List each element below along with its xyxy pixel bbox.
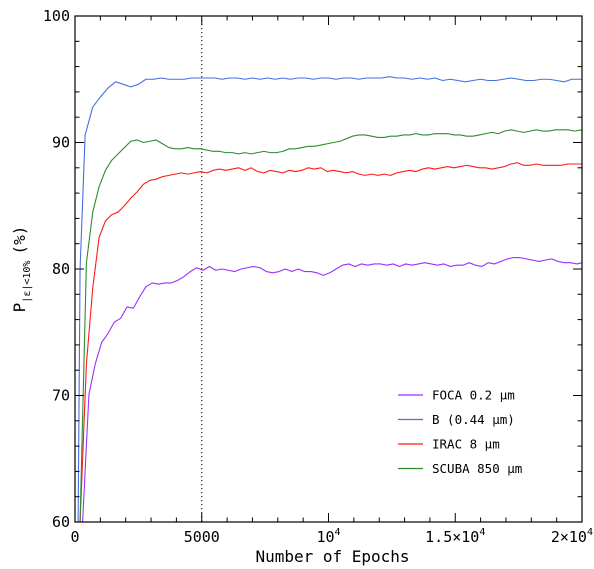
y-axis-title: P|ε|<10%(%) [10, 226, 33, 313]
x-tick-label: 5000 [184, 528, 220, 546]
series-line-start-2 [79, 521, 81, 522]
series-line-0 [82, 257, 582, 522]
axis-titles: Number of Epochs P|ε|<10%(%) [10, 226, 410, 566]
legend-label-3: SCUBA 850 μm [432, 461, 522, 476]
legend: FOCA 0.2 μm B (0.44 μm) IRAC 8 μm SCUBA 850… [398, 388, 522, 476]
x-tick-label: 0 [70, 528, 79, 546]
legend-label-0: FOCA 0.2 μm [432, 388, 515, 403]
tick-labels: 0 5000 104 1.5×104 2×104 60 70 80 90 100 [43, 7, 593, 546]
plot-border [74, 15, 583, 523]
y-tick-label: 60 [52, 513, 70, 531]
series-line-start-0 [82, 521, 83, 522]
x-tick-label: 1.5×104 [425, 527, 485, 546]
series-line-start-3 [79, 521, 81, 522]
series-lines [77, 76, 582, 522]
series-line-1 [79, 76, 582, 270]
series-line-3 [79, 129, 582, 522]
x-tick-label: 2×104 [551, 527, 593, 546]
legend-label-1: B (0.44 μm) [432, 412, 515, 427]
x-tick-label: 104 [316, 527, 340, 546]
axis-ticks [74, 15, 583, 523]
y-tick-label: 90 [52, 134, 70, 152]
x-axis-title: Number of Epochs [255, 547, 409, 566]
legend-label-2: IRAC 8 μm [432, 437, 500, 452]
y-tick-label: 100 [43, 7, 70, 25]
y-tick-label: 70 [52, 387, 70, 405]
series-line-2 [79, 162, 582, 522]
plot-frame [74, 15, 583, 523]
y-tick-label: 80 [52, 260, 70, 278]
series-line-start-1 [77, 268, 81, 522]
